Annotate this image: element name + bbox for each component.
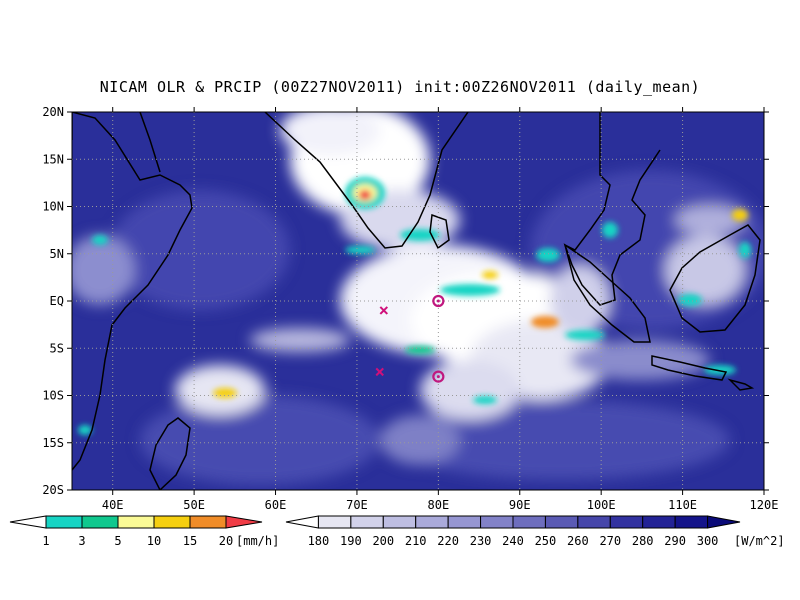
circle-marker-center	[436, 375, 440, 379]
colorbar-segment	[117, 515, 155, 529]
lon-tick-label: 50E	[183, 498, 205, 512]
lat-tick-label: 15S	[42, 436, 64, 450]
olr-field	[72, 112, 764, 490]
colorbar-segment	[480, 515, 514, 529]
colorbar-max-triangle	[225, 515, 263, 529]
colorbar-segment	[81, 515, 119, 529]
lat-tick-label: 15N	[42, 152, 64, 166]
colorbar-segment	[447, 515, 482, 529]
colorbar-segment	[674, 515, 709, 529]
colorbar-label: 220	[437, 534, 459, 548]
circle-marker	[432, 294, 445, 308]
colorbar-unit: [W/m^2]	[734, 534, 785, 548]
colorbar-min-triangle	[285, 515, 319, 529]
lat-tick-label: 5N	[50, 247, 64, 261]
colorbar-label: 250	[535, 534, 557, 548]
colorbar-segment	[45, 515, 83, 529]
colorbar-label: 20	[219, 534, 233, 548]
precip-cells	[78, 177, 751, 435]
colorbar-label: 300	[697, 534, 719, 548]
colorbar-segment	[189, 515, 227, 529]
olr-colorbar: 180 190 200 210 220 230 240 250 260 270 280 290 300 […	[285, 515, 785, 548]
colorbar-segment	[415, 515, 449, 529]
colorbar-segment	[350, 515, 384, 529]
colorbar-unit: [mm/h]	[236, 534, 279, 548]
colorbar-label: 240	[502, 534, 524, 548]
colorbar-label: 10	[147, 534, 161, 548]
colorbar-label: 15	[183, 534, 197, 548]
lon-tick-label: 40E	[102, 498, 124, 512]
cloud-blobs	[72, 112, 764, 485]
colorbar-segment	[642, 515, 676, 529]
latitude-labels: 20N 15N 10N 5N EQ 5S 10S 15S 20S	[42, 105, 64, 497]
colorbar-label: 270	[599, 534, 621, 548]
colorbar-label: 200	[372, 534, 394, 548]
markers	[375, 294, 445, 383]
colorbar-max-triangle	[707, 515, 741, 529]
lat-tick-label: 5S	[50, 341, 64, 355]
lon-tick-label: 100E	[587, 498, 616, 512]
colorbar-segment	[153, 515, 191, 529]
coastlines	[72, 112, 761, 490]
colorbar-label: 290	[664, 534, 686, 548]
colorbar-label: 5	[114, 534, 121, 548]
circle-marker	[432, 370, 445, 383]
precip-colorbar: 1 3 5 10 15 20 [mm/h]	[9, 515, 279, 548]
colorbar-label: 280	[632, 534, 654, 548]
colorbar-label: 210	[405, 534, 427, 548]
lat-tick-label: 20S	[42, 483, 64, 497]
lat-tick-label: EQ	[50, 294, 64, 308]
colorbar-segment	[382, 515, 417, 529]
map-title: NICAM OLR & PRCIP (00Z27NOV2011) init:00…	[99, 78, 701, 96]
colorbar-segment	[317, 515, 352, 529]
colorbar-label: 230	[470, 534, 492, 548]
axis-ticks	[67, 107, 769, 495]
colorbar-segment	[512, 515, 546, 529]
colorbar-label: 260	[567, 534, 589, 548]
colorbar-segment	[544, 515, 579, 529]
colorbar-label: 180	[308, 534, 330, 548]
colorbar-min-triangle	[9, 515, 47, 529]
circle-marker-center	[436, 299, 440, 303]
lat-tick-label: 10S	[42, 389, 64, 403]
lon-tick-label: 60E	[265, 498, 287, 512]
lat-tick-label: 20N	[42, 105, 64, 119]
colorbar-segment	[577, 515, 611, 529]
cross-marker	[375, 367, 384, 377]
longitude-labels: 40E 50E 60E 70E 80E 90E 100E 110E 120E	[102, 498, 779, 512]
lon-tick-label: 110E	[668, 498, 697, 512]
colorbar-label: 190	[340, 534, 362, 548]
colorbar-segment	[609, 515, 644, 529]
lon-tick-label: 120E	[750, 498, 779, 512]
lon-tick-label: 90E	[509, 498, 531, 512]
colorbar-label: 3	[78, 534, 85, 548]
cross-marker	[379, 306, 389, 315]
lon-tick-label: 80E	[428, 498, 450, 512]
colorbar-label: 1	[42, 534, 49, 548]
lat-tick-label: 10N	[42, 200, 64, 214]
lon-tick-label: 70E	[346, 498, 368, 512]
